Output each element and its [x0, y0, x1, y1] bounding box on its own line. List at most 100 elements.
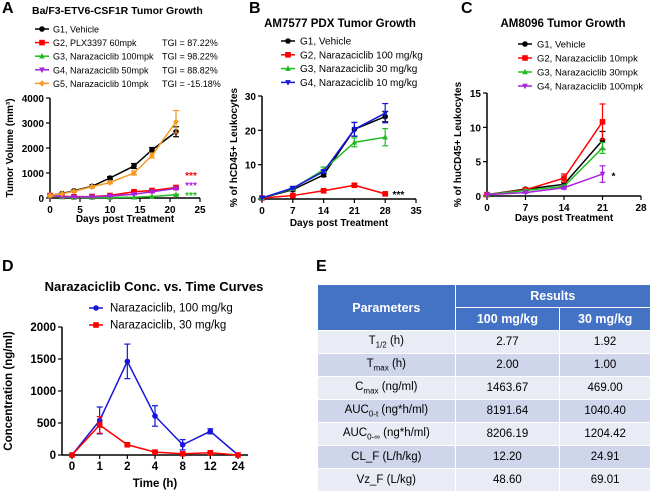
parameter-name: Cmax (ng/ml) [317, 376, 456, 400]
y-tick-label: 0 [50, 450, 56, 462]
legend-label: G3, Narazaciclib 30 mg/kg [300, 64, 417, 75]
legend-label: G1, Vehicle [537, 40, 586, 51]
legend-label: G3, Narazaciclib 100mpk [53, 52, 154, 62]
legend-label: G4, Narazaciclib 100mpk [537, 82, 643, 93]
x-axis-label: Days post Treatment [515, 213, 614, 224]
y-tick-label: 5 [475, 158, 481, 169]
marker-triangle-down [149, 189, 155, 196]
marker-diamond [131, 169, 137, 177]
tgi-label: TGI = 98.22% [162, 52, 218, 62]
marker-circle [39, 26, 45, 32]
series-line [261, 112, 386, 199]
series-line [261, 115, 386, 199]
y-tick-label: 2000 [30, 322, 56, 334]
series-2 [259, 182, 389, 201]
marker-triangle-down [89, 194, 95, 201]
marker-circle [285, 38, 291, 44]
parameter-name: AUC0-∞ (ng*h/ml) [317, 422, 456, 446]
marker-triangle-down [131, 191, 137, 198]
marker-circle [522, 41, 528, 47]
marker-circle [599, 137, 606, 144]
significance-annotation: *** [185, 191, 197, 202]
marker-triangle-up [382, 133, 388, 140]
y-tick-label: 30 [245, 92, 257, 103]
series-5 [47, 109, 179, 199]
marker-triangle-up [599, 144, 606, 151]
pk-parameters-table: Parameters Results 100 mg/kg 30 mg/kg T1… [317, 284, 652, 492]
series-line [49, 121, 177, 197]
marker-circle [107, 175, 113, 181]
marker-triangle-down [71, 194, 77, 201]
parameter-name: AUC0-t (ng*h/ml) [317, 399, 456, 423]
legend-label: G2, Narazaciclib 10mpk [537, 54, 638, 65]
series-4 [484, 165, 606, 198]
marker-triangle-down [484, 192, 490, 198]
series-1 [47, 126, 179, 199]
marker-triangle-up [285, 65, 291, 71]
value-100mgkg: 8191.64 [454, 399, 561, 423]
y-tick-label: 10 [470, 123, 482, 134]
x-tick-label: 28 [380, 206, 392, 217]
x-tick-label: 12 [204, 461, 217, 473]
marker-square [351, 182, 358, 189]
significance-annotation: *** [393, 190, 405, 201]
marker-square [382, 191, 388, 197]
value-30mgkg: 1.92 [559, 330, 651, 354]
marker-square [93, 322, 99, 328]
marker-circle [179, 441, 186, 448]
x-tick-label: 15 [134, 205, 146, 216]
legend-label: G3, Narazaciclib 30mpk [537, 68, 638, 79]
x-tick-label: 4 [152, 461, 159, 473]
marker-square [69, 452, 75, 458]
value-100mgkg: 8206.19 [454, 422, 561, 446]
marker-triangle-down [522, 83, 528, 90]
marker-circle [124, 358, 131, 365]
marker-diamond [89, 183, 95, 191]
x-tick-label: 7 [523, 203, 529, 214]
y-tick-label: 0 [250, 195, 256, 206]
y-tick-label: 10 [245, 161, 257, 172]
series-line [486, 173, 603, 196]
header-100mgkg: 100 mg/kg [454, 307, 561, 331]
marker-diamond [71, 187, 77, 195]
y-tick-label: 1500 [30, 354, 56, 366]
legend-label: G5, Narazaciclib 10mpk [53, 79, 149, 89]
chart-b: AM7577 PDX Tumor Growth 0 7 14 21 28 35 0 10 20 30… [229, 18, 423, 229]
significance-annotation: *** [185, 171, 197, 182]
panel-label-c: C [461, 0, 473, 17]
marker-diamond [107, 179, 113, 186]
marker-diamond [173, 118, 179, 126]
marker-circle [152, 413, 158, 419]
series-1 [69, 343, 241, 458]
marker-triangle-down [39, 67, 45, 74]
series-1 [259, 110, 389, 201]
marker-square [599, 119, 606, 125]
parameter-name: T1/2 (h) [317, 330, 456, 354]
legend-label: G4, Narazaciclib 50mpk [53, 65, 149, 75]
marker-diamond [149, 152, 155, 159]
x-tick-label: 2 [124, 461, 130, 473]
value-100mgkg: 2.77 [454, 330, 561, 354]
value-100mgkg: 48.60 [454, 468, 561, 492]
marker-triangle-up [522, 68, 528, 75]
header-results: Results [454, 284, 652, 308]
series-3 [484, 141, 606, 197]
series-2 [69, 416, 241, 458]
table-row: T1/2 (h) 2.77 1.92 [317, 330, 651, 354]
x-tick-label: 5 [77, 205, 83, 216]
marker-triangle-down [290, 185, 296, 192]
marker-triangle-down [351, 127, 358, 133]
table-row: AUC0-t (ng*h/ml) 8191.64 1040.40 [317, 399, 651, 423]
panel-label-a: A [2, 0, 14, 17]
marker-square [152, 449, 158, 455]
y-tick-label: 20 [245, 126, 257, 137]
tgi-label: TGI = 87.22% [162, 38, 218, 48]
chart-title: Narazaciclib Conc. vs. Time Curves [45, 279, 264, 294]
x-tick-label: 14 [558, 203, 570, 214]
x-tick-label: 28 [635, 203, 647, 214]
marker-triangle-down [599, 171, 606, 178]
y-tick-label: 4000 [22, 94, 45, 105]
x-axis-label: Time (h) [133, 478, 178, 490]
chart-a: Ba/F3-ETV6-CSF1R Tumor Growth 0 5 10 15 20 25 0… [5, 5, 221, 225]
y-tick-label: 1000 [22, 169, 45, 180]
